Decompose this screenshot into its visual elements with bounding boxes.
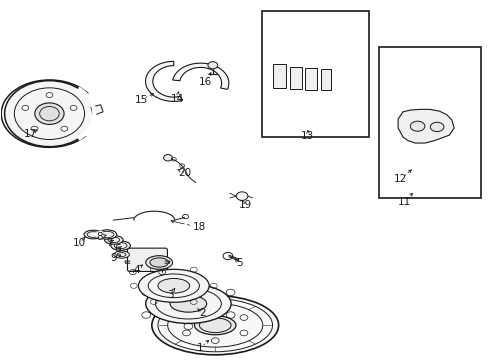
Text: 17: 17 — [24, 129, 38, 139]
Ellipse shape — [104, 235, 123, 244]
Text: 8: 8 — [96, 232, 102, 242]
Text: 19: 19 — [238, 200, 252, 210]
Ellipse shape — [194, 316, 236, 335]
Text: 9: 9 — [110, 253, 117, 263]
Text: 15: 15 — [134, 95, 147, 105]
Polygon shape — [172, 63, 228, 89]
Ellipse shape — [158, 278, 189, 293]
Text: 11: 11 — [397, 197, 410, 207]
Text: 20: 20 — [178, 168, 191, 178]
Text: 18: 18 — [193, 222, 206, 232]
Ellipse shape — [97, 230, 117, 239]
Bar — [272, 64, 286, 87]
Text: 1: 1 — [197, 343, 203, 353]
Polygon shape — [397, 109, 453, 143]
Text: 2: 2 — [198, 309, 205, 318]
Ellipse shape — [409, 121, 424, 131]
Ellipse shape — [138, 269, 209, 302]
Ellipse shape — [152, 296, 278, 355]
Wedge shape — [93, 231, 102, 238]
Ellipse shape — [145, 256, 172, 269]
Text: 10: 10 — [73, 238, 86, 248]
Polygon shape — [91, 105, 103, 116]
Ellipse shape — [84, 230, 102, 239]
Ellipse shape — [111, 241, 130, 250]
Bar — [289, 67, 302, 89]
Text: 3: 3 — [167, 290, 173, 300]
Ellipse shape — [114, 251, 129, 258]
Circle shape — [35, 103, 64, 125]
Text: 6: 6 — [114, 244, 121, 254]
Bar — [305, 68, 317, 90]
Circle shape — [236, 192, 247, 201]
Ellipse shape — [170, 295, 206, 312]
Ellipse shape — [429, 122, 443, 132]
Text: 16: 16 — [199, 77, 212, 87]
FancyBboxPatch shape — [127, 248, 167, 271]
Ellipse shape — [145, 284, 231, 323]
Circle shape — [4, 81, 94, 147]
Ellipse shape — [150, 258, 168, 267]
Circle shape — [207, 62, 217, 69]
Bar — [320, 69, 330, 90]
Text: 5: 5 — [236, 258, 243, 268]
Text: 7: 7 — [105, 238, 112, 248]
Text: 4: 4 — [133, 265, 139, 275]
Text: 14: 14 — [170, 94, 183, 104]
Text: 13: 13 — [301, 131, 314, 141]
Text: 12: 12 — [393, 174, 407, 184]
Circle shape — [163, 154, 172, 161]
Bar — [261, 12, 368, 137]
Bar — [378, 47, 480, 198]
Polygon shape — [145, 61, 182, 102]
